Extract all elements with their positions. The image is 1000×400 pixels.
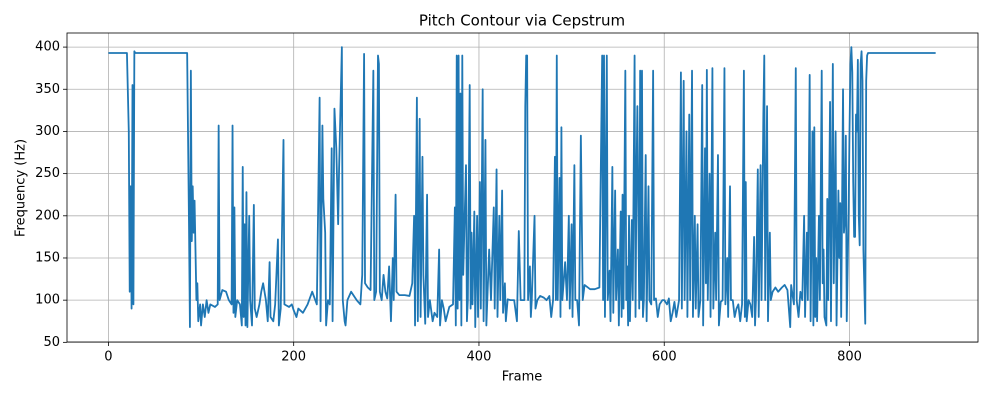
plot-area [108,46,936,329]
x-tick-label: 600 [652,350,677,365]
y-tick-label: 350 [35,82,60,97]
y-axis-label: Frequency (Hz) [14,139,29,237]
y-tick-label: 200 [35,208,60,223]
chart-title: Pitch Contour via Cepstrum [419,12,625,30]
x-tick-label: 800 [837,350,862,365]
x-tick-label: 200 [281,350,306,365]
x-axis-label: Frame [502,370,543,385]
x-tick-label: 400 [467,350,492,365]
x-tick-label: 0 [104,350,112,365]
line-series [108,46,936,329]
y-tick-label: 50 [43,335,60,350]
y-tick-label: 400 [35,40,60,55]
y-tick-label: 250 [35,166,60,181]
y-tick-label: 150 [35,250,60,265]
y-tick-label: 100 [35,293,60,308]
y-tick-label: 300 [35,124,60,139]
axes-frame [66,32,979,343]
